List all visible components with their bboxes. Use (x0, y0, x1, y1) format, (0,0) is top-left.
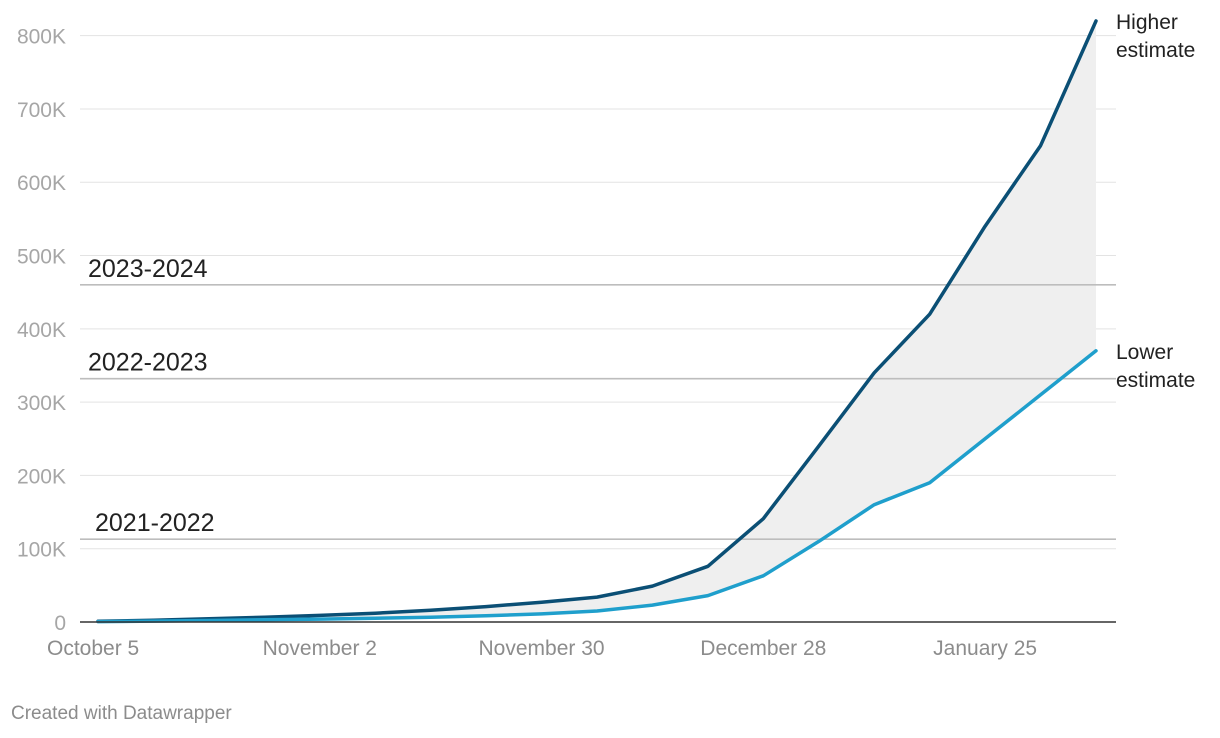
y-tick-label: 800K (17, 26, 66, 49)
y-tick-label: 200K (17, 465, 66, 488)
reference-line-label: 2021-2022 (95, 509, 215, 537)
x-tick-label: November 30 (479, 637, 605, 660)
x-tick-label: January 25 (933, 637, 1037, 660)
series-label-line2: estimate (1116, 39, 1195, 62)
estimate-band-area (98, 21, 1096, 622)
x-tick-label: October 5 (47, 637, 139, 660)
y-tick-label: 700K (17, 99, 66, 122)
x-axis-ticks: October 5 November 2 November 30 December 2… (47, 637, 1037, 660)
y-axis-ticks: 0 100K 200K 300K 400K 500K 600K 700K 800K (17, 26, 66, 635)
reference-lines: 2023-2024 2022-2023 2021-2022 (80, 255, 1116, 540)
series-label-line1: Lower (1116, 341, 1173, 364)
reference-line-label: 2022-2023 (88, 349, 208, 377)
x-tick-label: November 2 (263, 637, 377, 660)
gridlines (80, 35, 1116, 550)
series-label-line1: Higher (1116, 11, 1178, 34)
reference-line-label: 2023-2024 (88, 255, 208, 283)
series-label-line2: estimate (1116, 369, 1195, 392)
x-tick-label: December 28 (700, 637, 826, 660)
y-tick-label: 300K (17, 392, 66, 415)
series-lines (96, 19, 1098, 624)
y-tick-label: 500K (17, 246, 66, 269)
y-tick-label: 100K (17, 539, 66, 562)
series-labels: Higher estimate Lower estimate (1116, 11, 1195, 392)
y-tick-label: 400K (17, 319, 66, 342)
y-tick-label: 0 (54, 612, 66, 635)
y-tick-label: 600K (17, 172, 66, 195)
estimate-band (98, 21, 1096, 622)
credit-text: Created with Datawrapper (11, 703, 232, 724)
